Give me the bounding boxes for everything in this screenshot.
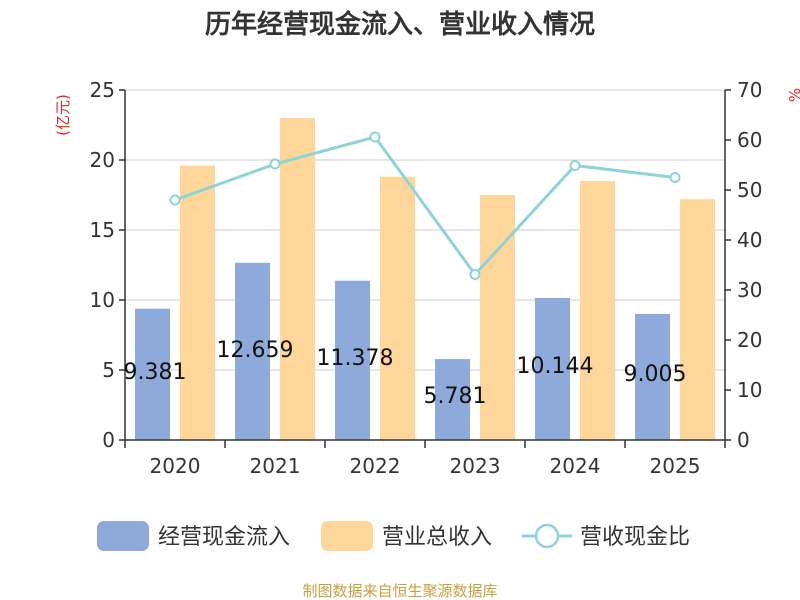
cash-inflow-bar (135, 308, 170, 440)
legend-label-revenue: 营业总收入 (382, 525, 492, 550)
right-tick-label: 0 (737, 428, 750, 452)
ratio-point (469, 269, 481, 280)
cash-inflow-bar (435, 359, 470, 440)
ratio-point (569, 160, 581, 171)
bars (135, 118, 715, 441)
right-tick-label: 60 (737, 128, 762, 152)
right-tick-label: 40 (737, 228, 762, 252)
ratio-point (169, 194, 181, 206)
data-labels: 9.381 12.659 11.378 5.781 10.144 9.005 (124, 338, 687, 409)
legend-marker-ratio (534, 523, 560, 549)
x-tick-label: 2025 (650, 454, 701, 478)
x-tick-label: 2020 (150, 454, 201, 478)
x-tick-label: 2024 (550, 454, 601, 478)
x-tick-label: 2021 (250, 454, 301, 478)
x-tick-label: 2023 (450, 454, 501, 478)
ratio-point (369, 131, 381, 143)
revenue-bar (180, 165, 215, 440)
right-tick-label: 30 (737, 278, 762, 302)
left-tick-label: 10 (90, 288, 115, 312)
left-tick-label: 5 (102, 358, 115, 382)
cash-inflow-label: 5.781 (424, 384, 487, 409)
source-footer: 制图数据来自恒生聚源数据库 (302, 582, 497, 600)
legend: 经营现金流入 营业总收入 营收现金比 (97, 521, 690, 551)
chart-title: 历年经营现金流入、营业收入情况 (205, 9, 595, 40)
right-tick-label: 20 (737, 328, 762, 352)
revenue-bar (680, 199, 715, 440)
right-tick-label: 50 (737, 178, 762, 202)
right-axis-unit: % (786, 88, 800, 102)
cash-inflow-label: 12.659 (217, 338, 294, 363)
grid-lines (125, 89, 725, 371)
left-tick-label: 20 (90, 148, 115, 172)
cash-inflow-label: 11.378 (317, 346, 394, 371)
cash-inflow-bar (635, 313, 670, 440)
cash-inflow-label: 10.144 (517, 354, 594, 379)
revenue-bar (280, 118, 315, 440)
left-tick-label: 25 (90, 78, 115, 102)
cash-inflow-bar (335, 280, 370, 440)
cash-inflow-bar (235, 262, 270, 440)
cash-inflow-label: 9.381 (124, 360, 187, 385)
ratio-line-path (174, 135, 676, 277)
left-axis-unit: (亿元) (54, 94, 72, 136)
right-tick-label: 10 (737, 378, 762, 402)
ratio-point (669, 172, 681, 183)
right-tick-label: 70 (737, 78, 762, 102)
x-tick-label: 2022 (350, 454, 401, 478)
left-tick-label: 0 (102, 428, 115, 452)
legend-swatch-cash-inflow (97, 521, 149, 551)
cash-inflow-label: 9.005 (624, 362, 687, 387)
left-tick-label: 15 (90, 218, 115, 242)
ratio-line (169, 131, 681, 280)
cash-inflow-bar (535, 297, 570, 440)
legend-label-cash-inflow: 经营现金流入 (158, 525, 290, 550)
revenue-bar (580, 181, 615, 440)
ratio-point (269, 158, 281, 170)
revenue-bar (380, 176, 415, 441)
legend-swatch-revenue (321, 521, 373, 551)
legend-label-ratio: 营收现金比 (580, 525, 690, 550)
